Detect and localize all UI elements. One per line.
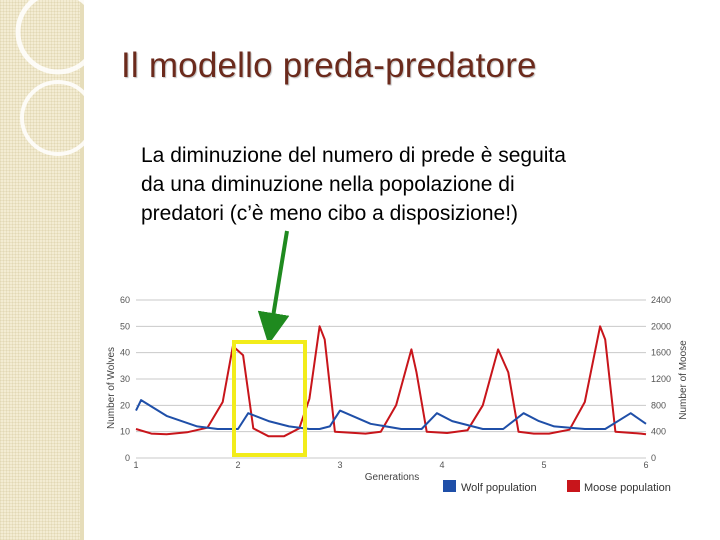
y-left-tick-label-0: 0 [125, 453, 130, 463]
body-line-1: La diminuzione del numero di prede è seg… [141, 144, 566, 167]
legend: Wolf population Moose population [443, 480, 671, 494]
y-right-tick-label-4: 1600 [651, 348, 671, 358]
decorative-side-band [0, 0, 80, 540]
moose-population-line [135, 325, 647, 438]
x-tick-label-5: 6 [643, 460, 648, 470]
y-right-tick-label-6: 2400 [651, 295, 671, 305]
grid-lines [136, 299, 646, 459]
body-line-2: da una diminuzione nella popolazione di [141, 173, 515, 196]
y-axis-left-label: Number of Wolves [106, 347, 117, 429]
y-right-tick-label-5: 2000 [651, 321, 671, 331]
x-tick-label-0: 1 [133, 460, 138, 470]
y-left-tick-label-4: 40 [120, 348, 130, 358]
legend-swatch-moose [567, 480, 580, 492]
y-left-tick-label-5: 50 [120, 321, 130, 331]
slide-title: Il modello preda-predatore [121, 46, 537, 85]
body-line-3: predatori (c’è meno cibo a disposizione!… [141, 202, 519, 225]
decorative-circles [15, 0, 90, 156]
x-axis-label: Generations [365, 472, 419, 483]
y-left-tick-label-6: 60 [120, 295, 130, 305]
y-left-tick-label-2: 20 [120, 400, 130, 410]
legend-label-moose: Moose population [584, 482, 671, 494]
slide-body-text: La diminuzione del numero di prede è seg… [141, 141, 661, 228]
y-right-tick-label-2: 800 [651, 400, 666, 410]
y-right-tick-label-3: 1200 [651, 374, 671, 384]
x-tick-label-3: 4 [439, 460, 444, 470]
x-tick-label-4: 5 [541, 460, 546, 470]
arrow-line [257, 230, 290, 340]
tick-labels: 0 10 20 30 40 50 60 0 400 800 1200 1600 2000 2400 1 2 3 4… [120, 295, 671, 470]
y-right-tick-label-0: 0 [651, 453, 656, 463]
x-tick-label-2: 3 [337, 460, 342, 470]
highlight-box [232, 340, 307, 457]
side-band-border [80, 0, 84, 540]
y-right-tick-label-1: 400 [651, 427, 666, 437]
y-axis-right-label: Number of Moose [678, 340, 689, 420]
y-left-tick-label-1: 10 [120, 427, 130, 437]
legend-swatch-wolf [443, 480, 456, 492]
predator-prey-chart: 0 10 20 30 40 50 60 0 400 800 1200 1600 2000 2400 1 2 3 4… [106, 295, 689, 494]
pointer-arrow [257, 230, 290, 340]
x-tick-label-1: 2 [235, 460, 240, 470]
legend-label-wolf: Wolf population [461, 482, 537, 494]
y-left-tick-label-3: 30 [120, 374, 130, 384]
wolf-population-line [135, 399, 647, 430]
